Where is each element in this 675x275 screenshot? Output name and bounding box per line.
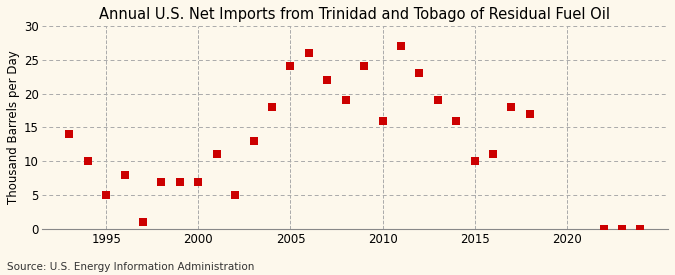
Point	[469, 159, 480, 163]
Point	[64, 132, 75, 136]
Point	[267, 105, 277, 109]
Point	[451, 119, 462, 123]
Point	[138, 220, 148, 224]
Point	[598, 227, 609, 231]
Point	[377, 119, 388, 123]
Y-axis label: Thousand Barrels per Day: Thousand Barrels per Day	[7, 51, 20, 204]
Point	[304, 51, 315, 55]
Point	[414, 71, 425, 75]
Point	[101, 193, 111, 197]
Point	[322, 78, 333, 82]
Point	[156, 179, 167, 184]
Title: Annual U.S. Net Imports from Trinidad and Tobago of Residual Fuel Oil: Annual U.S. Net Imports from Trinidad an…	[99, 7, 610, 22]
Point	[285, 64, 296, 69]
Point	[193, 179, 204, 184]
Point	[175, 179, 186, 184]
Point	[616, 227, 627, 231]
Point	[524, 112, 535, 116]
Point	[119, 172, 130, 177]
Point	[433, 98, 443, 103]
Point	[248, 139, 259, 143]
Point	[358, 64, 369, 69]
Point	[211, 152, 222, 157]
Point	[396, 44, 406, 48]
Point	[340, 98, 351, 103]
Text: Source: U.S. Energy Information Administration: Source: U.S. Energy Information Administ…	[7, 262, 254, 272]
Point	[506, 105, 517, 109]
Point	[230, 193, 240, 197]
Point	[487, 152, 498, 157]
Point	[635, 227, 646, 231]
Point	[82, 159, 93, 163]
